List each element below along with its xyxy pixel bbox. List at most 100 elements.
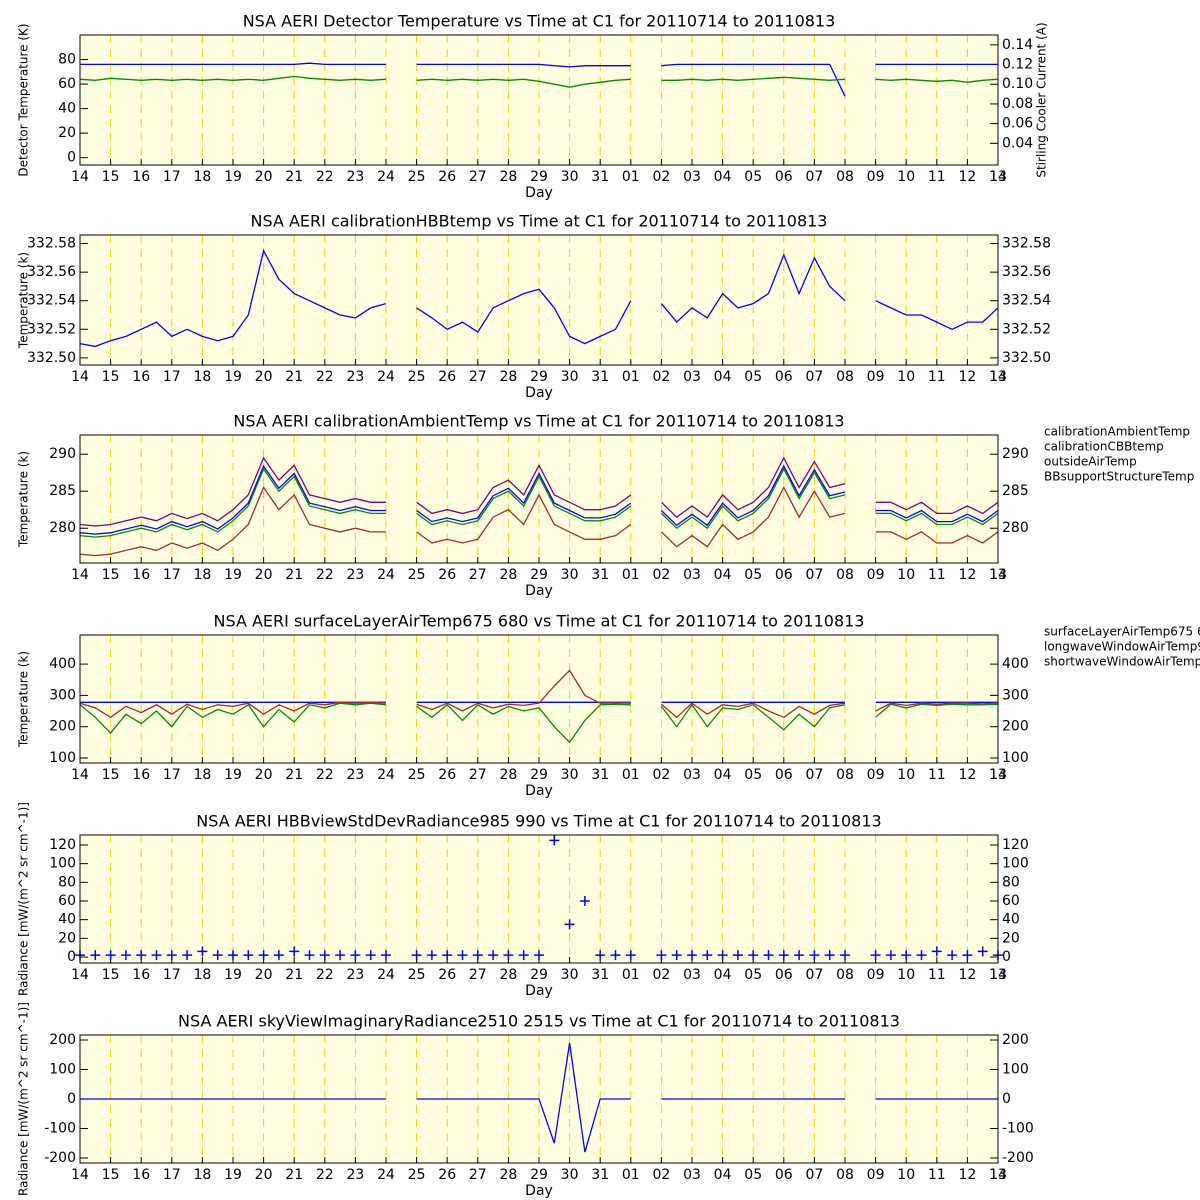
y-tick-label: 332.58 [27, 236, 76, 252]
x-tick-label: 01 [622, 567, 640, 583]
data-point [977, 946, 988, 957]
y-tick-label: 60 [58, 76, 76, 92]
x-tick-label: 23 [346, 1167, 364, 1183]
x-tick-label: 11 [928, 967, 946, 983]
x-tick-label: 10 [897, 369, 915, 385]
y-tick-label: 0 [67, 1091, 76, 1107]
x-tick-label: 16 [132, 767, 150, 783]
y-tick-label: 400 [49, 656, 76, 672]
x-tick-label: 12 [958, 369, 976, 385]
x-tick-label: 12 [958, 1167, 976, 1183]
series-line [79, 248, 999, 348]
y-tick-label-right: 200 [1002, 719, 1029, 735]
y-tick-label-right: 200 [1002, 1032, 1029, 1048]
data-point [901, 950, 912, 961]
plot-frame [79, 1034, 999, 1164]
x-tick-label: 10 [897, 967, 915, 983]
x-tick-label: 28 [499, 169, 517, 185]
y-tick-label-right: 400 [1002, 656, 1029, 672]
x-tick-label: 25 [408, 767, 426, 783]
x-tick-label: 03 [683, 1167, 701, 1183]
x-tick-label: 18 [193, 967, 211, 983]
x-tick-label: 25 [408, 369, 426, 385]
x-tick-label: 16 [132, 967, 150, 983]
x-tick-label: 26 [438, 767, 456, 783]
y-tick-label: 100 [49, 750, 76, 766]
x-tick-label: 24 [377, 1167, 395, 1183]
x-tick-label: 26 [438, 169, 456, 185]
x-tick-label: 30 [561, 369, 579, 385]
x-tick-label: 26 [438, 567, 456, 583]
x-tick-label: 31 [591, 169, 609, 185]
plot-frame [79, 634, 999, 764]
y-tick-label-right: 60 [1002, 893, 1020, 909]
x-tick-label: 11 [928, 1167, 946, 1183]
y-tick-label: 332.50 [27, 350, 76, 366]
x-tick-label: 21 [285, 567, 303, 583]
x-tick-label: 02 [652, 967, 670, 983]
x-tick-label: 19 [224, 567, 242, 583]
data-point [258, 950, 269, 961]
x-tick-label: 15 [102, 567, 120, 583]
data-point [319, 950, 330, 961]
series-line [79, 486, 999, 557]
x-tick-label: 27 [469, 1167, 487, 1183]
x-tick-label: 27 [469, 767, 487, 783]
x-tick-label: 19 [224, 767, 242, 783]
data-point [809, 950, 820, 961]
x-tick-label: 06 [775, 169, 793, 185]
legend-entry: BBsupportStructureTemp [1044, 470, 1194, 484]
panel: 14 15 16 17 18 19 20 21 22 23 24 25 26 27 28 29 30 31 01 02… [17, 412, 1195, 600]
x-tick-label: 19 [224, 1167, 242, 1183]
legend-entry: calibrationCBBtemp [1044, 440, 1164, 454]
data-point [273, 950, 284, 961]
y-tick-label: 80 [58, 52, 76, 68]
y-tick-label: -100 [44, 1120, 76, 1136]
x-tick-label: 07 [805, 967, 823, 983]
x-tick-label: 24 [377, 567, 395, 583]
x-tick-label: 15 [102, 767, 120, 783]
data-point [151, 950, 162, 961]
data-point [243, 950, 254, 961]
x-tick-label: 29 [530, 967, 548, 983]
y-tick-label: 290 [49, 446, 76, 462]
y-axis-label: Temperature (k) [17, 252, 31, 349]
x-tick-label: 03 [683, 169, 701, 185]
x-tick-label: 10 [897, 567, 915, 583]
data-point [595, 950, 606, 961]
y-tick-label: -200 [44, 1150, 76, 1166]
y-tick-label: 0 [67, 949, 76, 965]
data-point [228, 950, 238, 961]
y-axis-label: Radiance [mW/(m^2 sr cm^-1)] [17, 1002, 31, 1196]
series-line [79, 702, 999, 744]
x-tick-label: 08 [836, 967, 854, 983]
x-tick-label: 15 [102, 369, 120, 385]
chart-title: NSA AERI skyViewImaginaryRadiance2510 25… [178, 1012, 900, 1031]
x-tick-label: 25 [408, 1167, 426, 1183]
data-point [120, 950, 131, 961]
x-tick-label: 18 [193, 369, 211, 385]
plot-frame [79, 34, 999, 166]
x-tick-label: 13 [989, 169, 1007, 185]
x-tick-label: 20 [255, 967, 273, 983]
x-tick-label: 17 [163, 967, 181, 983]
data-point [518, 950, 529, 961]
x-tick-label: 02 [652, 567, 670, 583]
x-tick-label: 04 [714, 567, 732, 583]
x-tick-label: 31 [591, 1167, 609, 1183]
x-tick-label: 25 [408, 967, 426, 983]
y-tick-label-right: 100 [1002, 1062, 1029, 1078]
x-tick-label: 23 [346, 767, 364, 783]
x-tick-label: 14 [71, 567, 89, 583]
data-point [870, 950, 881, 961]
x-tick-label: 22 [316, 567, 334, 583]
y-tick-label-right: 40 [1002, 912, 1020, 928]
x-tick-label: 20 [255, 369, 273, 385]
x-tick-label: 12 [958, 967, 976, 983]
y-tick-label-right: 280 [1002, 520, 1029, 536]
plot-frame [79, 434, 999, 564]
chart-title: NSA AERI calibrationAmbientTemp vs Time … [233, 412, 844, 431]
y-tick-label-right: 120 [1002, 837, 1029, 853]
series-line [79, 75, 999, 88]
x-tick-label: 31 [591, 369, 609, 385]
